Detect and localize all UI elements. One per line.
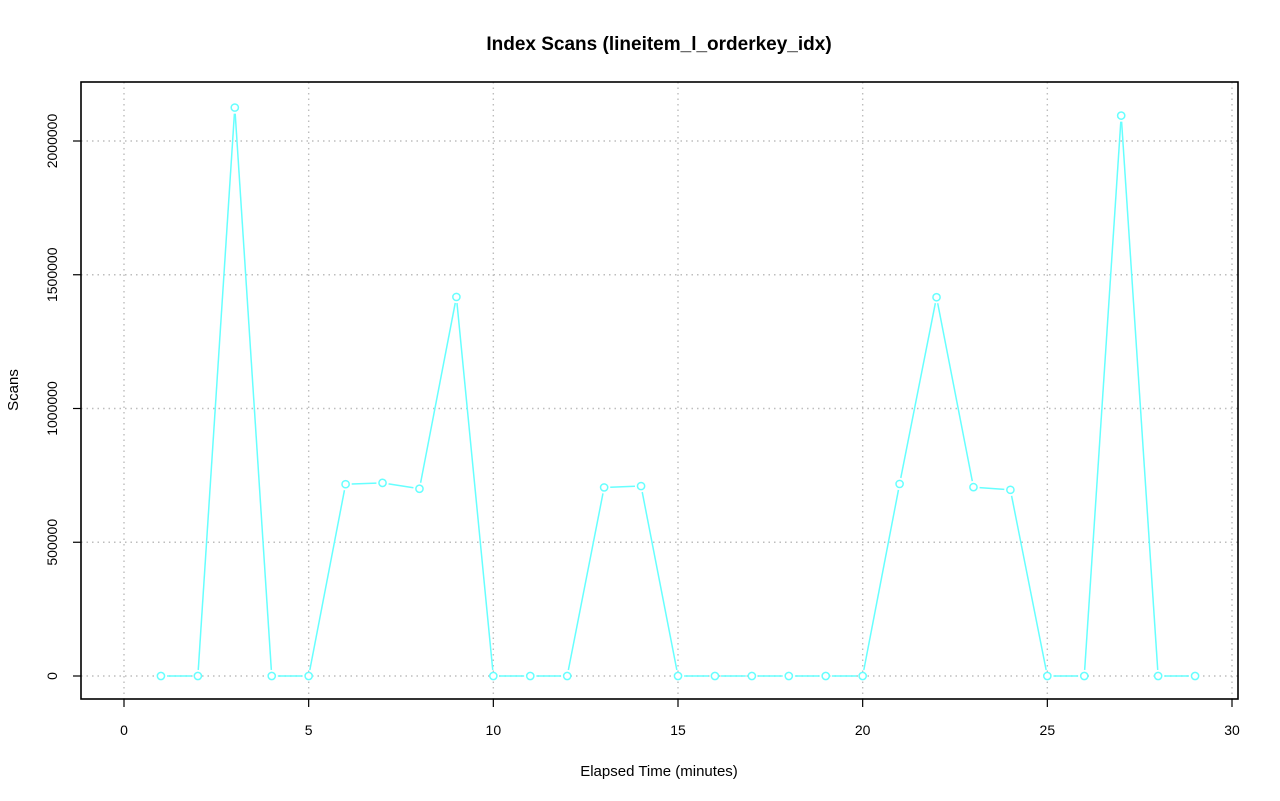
series-line-segment bbox=[351, 482, 377, 485]
series-line-segment bbox=[567, 493, 604, 671]
data-point bbox=[599, 483, 609, 492]
data-point bbox=[747, 671, 757, 681]
y-axis: 0 500000 1000000 1500000 2000000 bbox=[44, 114, 81, 680]
series-line-segment bbox=[610, 485, 635, 488]
data-point bbox=[562, 671, 572, 681]
y-tick-label: 2000000 bbox=[44, 114, 60, 169]
series-line-segment bbox=[936, 303, 974, 482]
y-tick-label: 0 bbox=[44, 672, 60, 680]
series-line-segment bbox=[641, 491, 678, 671]
data-point bbox=[821, 671, 831, 681]
data-point bbox=[636, 481, 646, 491]
data-point bbox=[304, 671, 314, 681]
series-layer bbox=[156, 103, 1200, 681]
y-tick-label: 1000000 bbox=[44, 381, 60, 436]
data-point bbox=[858, 671, 868, 681]
plot-frame bbox=[80, 81, 1239, 700]
data-point bbox=[415, 484, 424, 494]
y-axis-label: Scans bbox=[5, 369, 22, 411]
data-point bbox=[932, 292, 941, 302]
chart-title: Index Scans (lineitem_l_orderkey_idx) bbox=[486, 34, 831, 55]
y-tick-label: 1500000 bbox=[44, 247, 60, 302]
data-point bbox=[230, 103, 240, 112]
data-point bbox=[710, 671, 720, 681]
data-point bbox=[1079, 671, 1089, 681]
series-line-segment bbox=[456, 302, 494, 671]
series-line-segment bbox=[1010, 495, 1047, 671]
data-point bbox=[1190, 671, 1200, 681]
x-axis-label: Elapsed Time (minutes) bbox=[580, 763, 738, 780]
data-point bbox=[895, 479, 904, 489]
x-tick-label: 0 bbox=[120, 722, 128, 738]
y-tick-label: 500000 bbox=[44, 519, 60, 566]
x-tick-label: 10 bbox=[486, 722, 502, 738]
series-line-segment bbox=[1120, 121, 1159, 670]
x-tick-label: 5 bbox=[305, 722, 313, 738]
x-tick-label: 25 bbox=[1040, 722, 1056, 738]
x-axis: 0 5 10 15 20 25 30 bbox=[120, 699, 1240, 738]
data-point bbox=[525, 671, 535, 681]
series-line-segment bbox=[979, 486, 1005, 491]
data-point bbox=[1116, 111, 1126, 120]
series-line-segment bbox=[900, 303, 937, 479]
series-line-segment bbox=[388, 483, 414, 489]
series-line-segment bbox=[1083, 121, 1122, 670]
data-point bbox=[378, 478, 387, 488]
data-point bbox=[156, 671, 166, 681]
data-point bbox=[673, 671, 683, 681]
x-tick-label: 20 bbox=[855, 722, 871, 738]
grid-lines bbox=[81, 82, 1238, 699]
data-point bbox=[193, 671, 203, 681]
data-point bbox=[341, 479, 350, 489]
series-line-segment bbox=[419, 302, 456, 483]
data-point bbox=[1042, 671, 1052, 681]
data-point bbox=[1153, 671, 1163, 681]
data-point bbox=[784, 671, 794, 681]
series-line-segment bbox=[234, 113, 273, 670]
series-line-segment bbox=[197, 113, 236, 670]
series-line-segment bbox=[863, 489, 900, 671]
data-point bbox=[969, 482, 978, 492]
data-point bbox=[452, 292, 461, 302]
data-point bbox=[1006, 485, 1015, 495]
series-line-segment bbox=[309, 490, 346, 671]
data-point bbox=[267, 671, 277, 681]
x-tick-label: 30 bbox=[1224, 722, 1240, 738]
x-tick-label: 15 bbox=[670, 722, 686, 738]
data-point bbox=[488, 671, 498, 681]
